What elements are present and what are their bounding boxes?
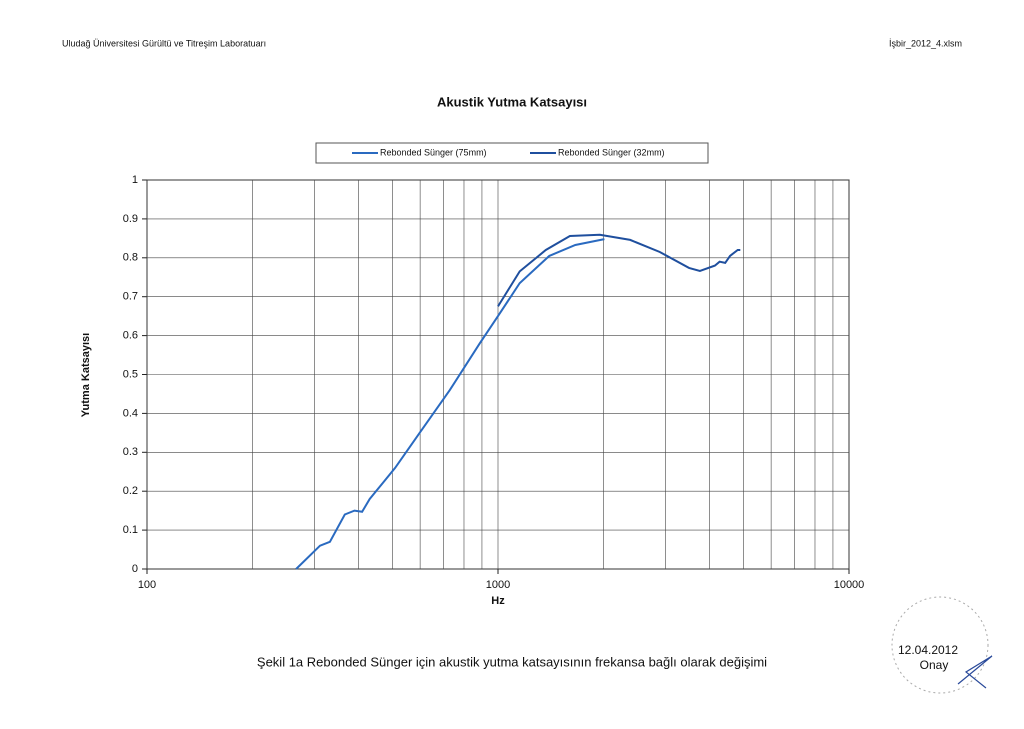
y-tick-label: 1 (132, 174, 138, 186)
series-line (497, 233, 741, 307)
series-line (295, 238, 605, 570)
y-tick-label: 0.2 (123, 485, 138, 497)
stamp-label: Onay (920, 658, 949, 672)
x-tick-label: 10000 (834, 579, 865, 591)
y-tick-label: 0.4 (123, 407, 138, 419)
chart-title: Akustik Yutma Katsayısı (437, 94, 587, 109)
y-tick-label: 0.1 (123, 524, 138, 536)
stamp (891, 596, 989, 694)
x-axis-label: Hz (491, 595, 505, 607)
x-tick-label: 1000 (486, 579, 510, 591)
y-tick-label: 0.8 (123, 252, 138, 264)
y-axis-label: Yutma Katsayısı (80, 333, 92, 417)
legend-box (315, 142, 709, 164)
y-tick-label: 0.9 (123, 213, 138, 225)
caption: Şekil 1a Rebonded Sünger için akustik yu… (257, 654, 767, 669)
y-tick-label: 0 (132, 563, 138, 575)
legend-label: Rebonded Sünger (32mm) (558, 147, 665, 157)
y-tick-label: 0.5 (123, 368, 138, 380)
header-left: Uludağ Üniversitesi Gürültü ve Titreşim … (62, 38, 266, 48)
signature (957, 655, 993, 689)
stamp-date: 12.04.2012 (898, 643, 958, 657)
y-tick-label: 0.3 (123, 446, 138, 458)
y-tick-label: 0.6 (123, 330, 138, 342)
header-right: İşbir_2012_4.xlsm (889, 38, 962, 48)
x-tick-label: 100 (138, 579, 156, 591)
y-tick-label: 0.7 (123, 291, 138, 303)
legend-label: Rebonded Sünger (75mm) (380, 147, 487, 157)
